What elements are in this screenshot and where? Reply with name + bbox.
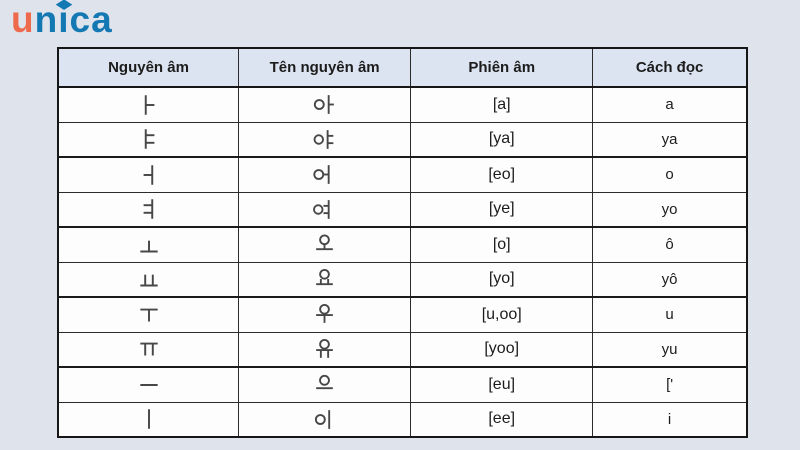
vowel-cell [57, 226, 240, 263]
vowel-cell [57, 156, 240, 193]
vowel-cell [57, 261, 240, 298]
vowel-cell [57, 86, 240, 123]
logo-letter-i: ı [55, 0, 73, 41]
phonetic-cell: [eo] [410, 156, 594, 193]
vowel-cell [57, 121, 240, 158]
graduation-cap-icon [55, 0, 73, 10]
vowel-cell [57, 401, 240, 438]
phonetic-cell: [ye] [410, 191, 594, 228]
phonetic-cell: [yoo] [410, 331, 594, 368]
phonetic-cell: [u,oo] [410, 296, 594, 333]
name-cell [238, 121, 412, 158]
table-row: [ee] i [57, 401, 748, 438]
name-cell [238, 366, 412, 403]
vowel-cell [57, 191, 240, 228]
table-row: [eo] o [57, 156, 748, 193]
logo-letter-n: n [34, 0, 59, 40]
table-row: [o] ô [57, 226, 748, 263]
col-header-cach-doc: Cách đọc [592, 47, 748, 88]
logo-letters-un-u: u [11, 0, 35, 40]
table-row: [yoo] yu [57, 331, 748, 368]
name-cell [238, 296, 412, 333]
reading-cell: u [592, 296, 748, 333]
logo-i-glyph: ı [58, 0, 70, 40]
reading-cell: yo [592, 191, 748, 228]
phonetic-cell: [eu] [410, 366, 594, 403]
reading-cell: a [592, 86, 748, 123]
unica-logo: un ıca [11, 0, 113, 41]
table-row: [ya] ya [57, 121, 748, 158]
table-row: [ye] yo [57, 191, 748, 228]
name-cell [238, 401, 412, 438]
table-row: [eu] [' [57, 366, 748, 403]
col-header-phien-am: Phiên âm [410, 47, 594, 88]
phonetic-cell: [ya] [410, 121, 594, 158]
reading-cell: yu [592, 331, 748, 368]
reading-cell: ô [592, 226, 748, 263]
phonetic-cell: [yo] [410, 261, 594, 298]
vowel-cell [57, 366, 240, 403]
header-row: Nguyên âm Tên nguyên âm Phiên âm Cách đọ… [57, 47, 748, 88]
phonetic-cell: [a] [410, 86, 594, 123]
table-row: [a] a [57, 86, 748, 123]
name-cell [238, 331, 412, 368]
logo-letters-ca: ca [69, 0, 113, 40]
name-cell [238, 156, 412, 193]
name-cell [238, 191, 412, 228]
name-cell [238, 261, 412, 298]
phonetic-cell: [ee] [410, 401, 594, 438]
reading-cell: ya [592, 121, 748, 158]
reading-cell: yô [592, 261, 748, 298]
korean-vowel-table: Nguyên âm Tên nguyên âm Phiên âm Cách đọ… [57, 47, 748, 438]
table-row: [yo] yô [57, 261, 748, 298]
vowel-cell [57, 331, 240, 368]
phonetic-cell: [o] [410, 226, 594, 263]
table-row: [u,oo] u [57, 296, 748, 333]
vowel-cell [57, 296, 240, 333]
reading-cell: i [592, 401, 748, 438]
name-cell [238, 226, 412, 263]
col-header-nguyen-am: Nguyên âm [57, 47, 240, 88]
col-header-ten-nguyen-am: Tên nguyên âm [238, 47, 412, 88]
name-cell [238, 86, 412, 123]
reading-cell: [' [592, 366, 748, 403]
reading-cell: o [592, 156, 748, 193]
